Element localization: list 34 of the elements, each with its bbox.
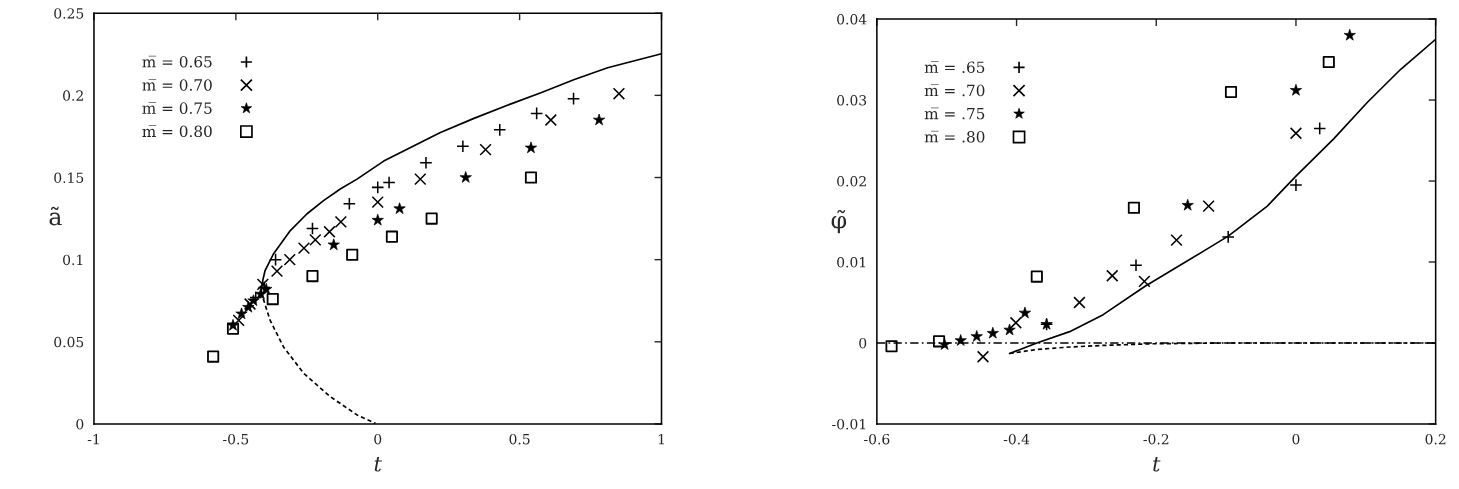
x-axis-title: t <box>1153 457 1161 472</box>
y-tick-label: 0.1 <box>63 254 83 266</box>
y-tick-label: 0.02 <box>837 176 866 187</box>
x-tick-label: -0.2 <box>1143 433 1169 445</box>
y-tick-label: 0 <box>859 337 867 349</box>
x-tick-label: -1 <box>87 433 99 445</box>
legend-label: m̅ = .70 <box>924 84 985 97</box>
y-tick-label: 0.2 <box>63 90 83 101</box>
y-tick-label: 0.25 <box>54 8 84 19</box>
y-tick-label: 0.03 <box>837 95 867 106</box>
x-tick-label: -0.5 <box>223 433 249 445</box>
x-tick-label: 0.2 <box>1425 433 1446 445</box>
legend-label: m̅ = 0.80 <box>142 125 212 138</box>
x-tick-label: -0.6 <box>864 433 890 445</box>
y-tick-label: 0.04 <box>837 14 867 25</box>
legend-label: m̅ = .75 <box>924 107 985 120</box>
legend-label: m̅ = 0.75 <box>142 102 212 114</box>
y-tick-label: -0.01 <box>832 418 866 430</box>
x-tick-label: 1 <box>658 433 664 445</box>
legend-label: m̅ = 0.70 <box>142 79 212 91</box>
x-tick-label: 0.5 <box>509 433 530 445</box>
legend-label: m̅ = .80 <box>924 130 985 143</box>
x-tick-label: 0 <box>374 433 382 445</box>
x-axis-title: t <box>374 457 382 472</box>
y-axis-title: ã <box>49 206 62 226</box>
y-axis-title: φ̃ <box>831 209 847 234</box>
y-tick-label: 0.05 <box>54 336 84 348</box>
x-tick-label: -0.4 <box>1003 433 1030 445</box>
y-tick-label: 0.15 <box>54 172 84 183</box>
y-tick-label: 0.01 <box>837 256 866 268</box>
x-tick-label: 0 <box>1292 433 1300 445</box>
legend-label: m̅ = .65 <box>924 61 985 73</box>
y-tick-label: 0 <box>76 418 84 430</box>
legend-label: m̅ = 0.65 <box>142 55 212 68</box>
